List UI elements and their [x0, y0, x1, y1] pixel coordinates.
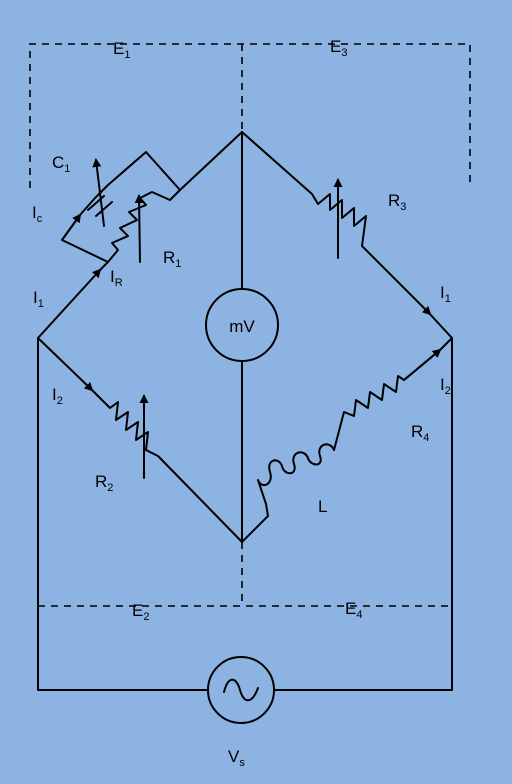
ac-source	[207, 656, 275, 724]
label-e4: E4	[345, 599, 362, 621]
arm-top-left	[37, 131, 243, 339]
r4-resistor	[333, 375, 405, 451]
r2-resistor	[91, 389, 243, 543]
label-r3: R3	[388, 191, 406, 213]
svg-text:I2: I2	[52, 385, 63, 407]
label-e2: E2	[132, 601, 149, 623]
arm-bottom-right	[241, 337, 453, 543]
svg-text:R4: R4	[411, 422, 429, 444]
svg-text:E2: E2	[132, 601, 149, 623]
label-i2-right: I2	[440, 375, 451, 397]
svg-text:Ic: Ic	[32, 203, 43, 225]
svg-text:R3: R3	[388, 191, 406, 213]
arm-bottom-left	[37, 337, 243, 543]
svg-text:L: L	[318, 497, 327, 516]
svg-text:R1: R1	[163, 248, 181, 270]
label-i1-left: I1	[33, 288, 44, 310]
svg-text:R2: R2	[95, 472, 113, 494]
ic-branch-wire	[61, 214, 109, 263]
svg-text:E3: E3	[330, 37, 347, 59]
r1-resistor	[107, 189, 181, 263]
label-e1: E1	[113, 39, 130, 61]
meter-label: mV	[229, 317, 255, 336]
svg-text:IR: IR	[110, 267, 123, 289]
supply-loop	[37, 337, 453, 724]
label-r2: R2	[95, 472, 113, 494]
capacitor-top-wire	[94, 151, 181, 199]
inductor-l	[241, 443, 335, 543]
r1-variable-arrow	[134, 194, 144, 263]
svg-text:I2: I2	[440, 375, 451, 397]
label-ic: Ic	[32, 203, 43, 225]
label-i2-left: I2	[52, 385, 63, 407]
svg-text:I1: I1	[440, 283, 451, 305]
capacitor-c1	[87, 158, 113, 227]
svg-text:E1: E1	[113, 39, 130, 61]
arm-top-right	[241, 131, 453, 339]
svg-text:E4: E4	[345, 599, 362, 621]
svg-text:I1: I1	[33, 288, 44, 310]
svg-text:C1: C1	[52, 153, 70, 175]
detector-branch	[205, 131, 279, 543]
lower-dashed-boundary	[38, 542, 452, 607]
label-r4: R4	[411, 422, 429, 444]
label-ir: IR	[110, 267, 123, 289]
label-l: L	[318, 497, 327, 516]
svg-text:Vs: Vs	[228, 747, 245, 769]
ac-source-icon	[223, 678, 259, 702]
label-i1-right: I1	[440, 283, 451, 305]
upper-dashed-boundary	[29, 43, 471, 188]
label-r1: R1	[163, 248, 181, 270]
millivoltmeter	[205, 288, 279, 362]
label-vs: Vs	[228, 747, 245, 769]
label-c1: C1	[52, 153, 70, 175]
label-e3: E3	[330, 37, 347, 59]
